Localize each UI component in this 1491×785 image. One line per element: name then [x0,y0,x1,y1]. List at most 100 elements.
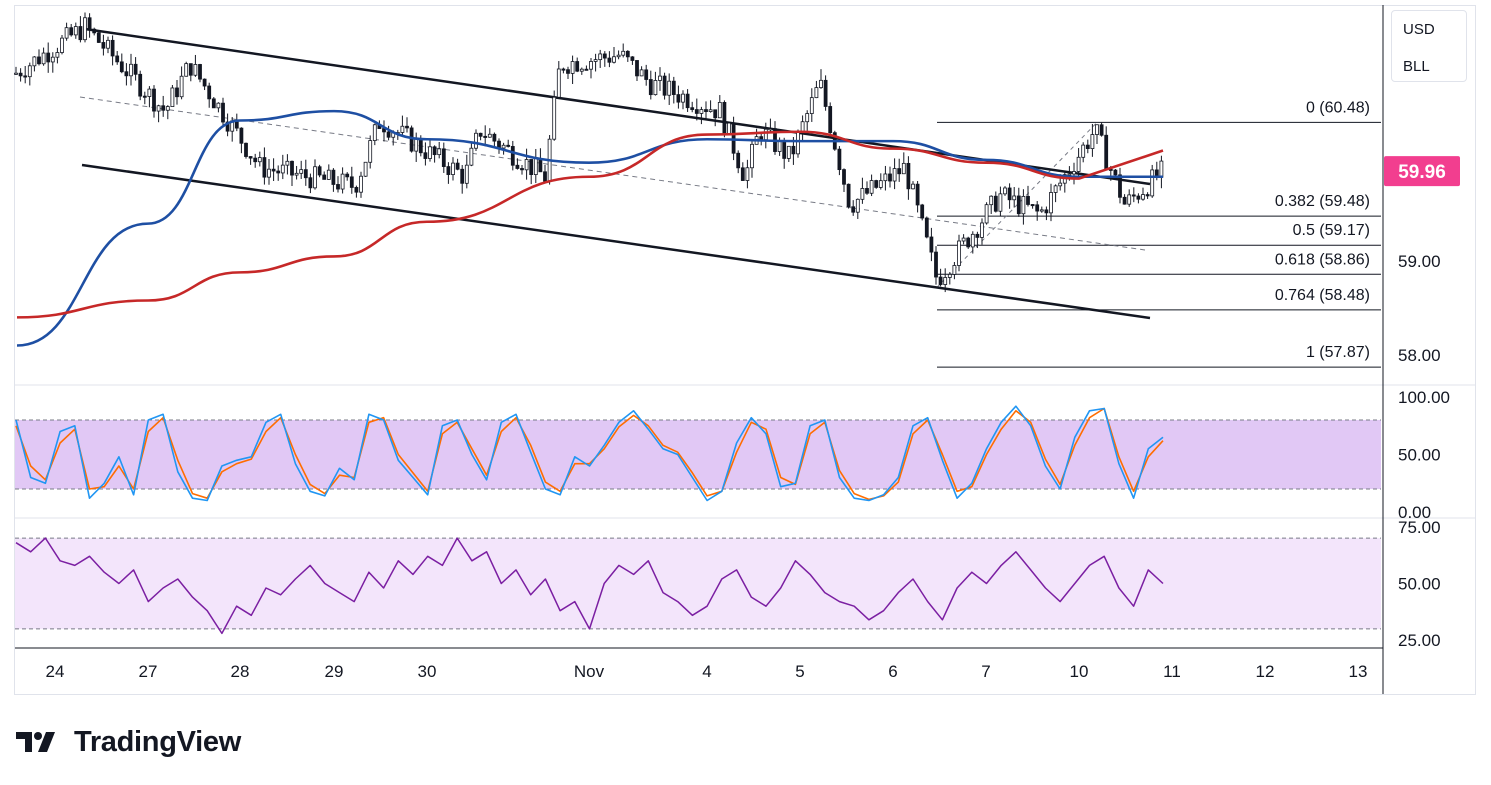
candle-body [418,138,423,154]
candle-body [184,63,189,77]
candle-body [888,173,892,182]
candle-body [501,144,506,149]
candle-body [556,68,561,98]
stochastic-k-line[interactable] [15,405,1164,502]
candle-body [809,97,814,114]
time-tick-label: 12 [1256,662,1275,681]
candle-body [432,146,437,156]
fibonacci-level-label: 0.5 (59.17) [1293,222,1370,239]
candle-body [428,146,432,159]
stochastic-tick-label: 50.00 [1398,446,1441,465]
candle-body [911,183,915,190]
candle-body [1026,195,1030,205]
logo-wordmark: TradingView [74,725,241,758]
candle-body [791,145,796,155]
candle-body [1012,195,1017,201]
candle-body [934,251,938,278]
candle-body [198,64,202,80]
chart-container[interactable] [14,5,1476,695]
rsi-line[interactable] [15,537,1164,635]
candle-body [455,162,460,170]
candle-body [221,102,225,123]
candle-body [676,94,681,103]
candle-body [874,180,879,188]
candle-body [717,102,722,119]
moving-average-red-line[interactable] [16,130,1164,319]
candle-body [510,146,515,166]
candle-body [1016,195,1021,215]
candle-body [354,187,359,193]
candle-body [1113,169,1118,176]
candle-body [313,166,317,189]
time-tick-label: 13 [1349,662,1368,681]
candle-body [602,53,607,59]
candle-body [101,42,106,49]
tradingview-logo[interactable]: TradingView [16,724,241,760]
price-scale-units[interactable]: USD BLL [1391,10,1467,82]
candle-body [359,175,363,193]
candle-body [667,80,672,96]
candle-body [487,133,492,138]
candle-body [41,52,46,65]
candle-body [989,195,994,206]
candle-body [349,176,354,188]
candle-body [1007,187,1012,201]
candle-body [1104,134,1109,170]
candle-body [731,122,736,154]
time-tick-label: 4 [702,662,711,681]
candle-body [142,95,147,98]
candle-body [78,26,83,41]
candle-body [202,78,207,87]
candle-body [796,131,800,155]
candle-body [630,56,635,61]
candle-body [865,188,869,194]
stochastic-d-line[interactable] [15,407,1164,501]
candle-body [883,173,888,182]
candle-body [478,132,483,137]
candle-body [740,167,745,181]
candle-body [1030,204,1035,207]
chart-canvas[interactable]: 0 (60.48) 0.382 (59.48) 0.5 (59.17) 0.618 (… [0,0,1491,700]
candle-body [322,174,327,180]
channel-lower-line[interactable] [81,163,1151,320]
candle-body [837,148,842,171]
candle-body [423,152,428,159]
rsi-tick-label: 25.00 [1398,631,1441,650]
candle-body [115,55,120,63]
tradingview-logo-icon [16,732,55,752]
candle-body [179,75,184,98]
candle-body [73,26,78,36]
candle-body [966,237,971,248]
candle-body [1021,195,1026,215]
candle-body [267,168,271,178]
time-tick-label: 11 [1163,662,1181,681]
moving-average-blue-line[interactable] [16,109,1163,347]
candle-body [492,133,497,142]
candle-body [1122,196,1127,205]
candle-body [276,170,281,174]
candle-body [368,140,373,163]
candle-body [736,152,741,169]
price-tick-label: 58.00 [1398,346,1441,365]
candle-body [878,180,883,188]
candle-body [533,158,538,175]
candle-body [970,233,975,248]
time-tick-label: Nov [574,662,605,681]
candle-body [786,145,791,159]
candle-body [331,169,336,185]
candle-body [437,148,442,156]
candle-body [777,140,782,152]
candle-body [915,183,920,206]
candle-body [239,127,244,144]
candle-body [658,75,662,81]
candle-body [805,113,810,123]
time-tick-label: 28 [231,662,250,681]
candle-body [262,157,267,178]
candle-body [515,164,520,169]
candle-body [892,168,897,182]
candle-body [727,122,731,135]
candle-body [451,162,455,175]
candle-body [653,80,658,96]
time-tick-label: 6 [888,662,897,681]
rsi-tick-label: 75.00 [1398,518,1441,537]
